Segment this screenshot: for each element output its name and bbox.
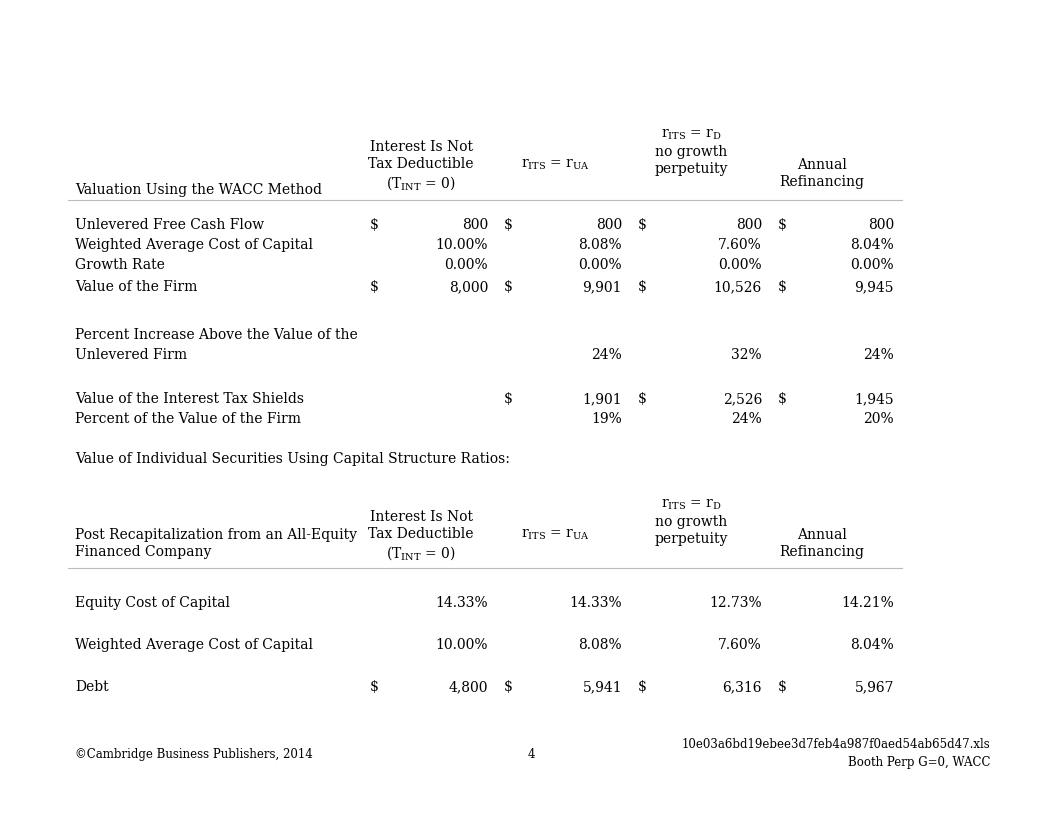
Text: 10,526: 10,526 bbox=[714, 280, 763, 294]
Text: 800: 800 bbox=[596, 218, 622, 232]
Text: 0.00%: 0.00% bbox=[851, 258, 894, 272]
Text: 12.73%: 12.73% bbox=[709, 596, 763, 610]
Text: Annual: Annual bbox=[798, 158, 846, 172]
Text: Percent of the Value of the Firm: Percent of the Value of the Firm bbox=[75, 412, 301, 426]
Text: r$_{\mathregular{ITS}}$ = r$_{\mathregular{UA}}$: r$_{\mathregular{ITS}}$ = r$_{\mathregul… bbox=[520, 158, 589, 173]
Text: 6,316: 6,316 bbox=[722, 680, 763, 694]
Text: 1,901: 1,901 bbox=[582, 392, 622, 406]
Text: 800: 800 bbox=[462, 218, 489, 232]
Text: Value of Individual Securities Using Capital Structure Ratios:: Value of Individual Securities Using Cap… bbox=[75, 452, 510, 466]
Text: 20%: 20% bbox=[863, 412, 894, 426]
Text: 14.33%: 14.33% bbox=[435, 596, 489, 610]
Text: Value of the Interest Tax Shields: Value of the Interest Tax Shields bbox=[75, 392, 304, 406]
Text: 7.60%: 7.60% bbox=[718, 238, 763, 252]
Text: 9,901: 9,901 bbox=[582, 280, 622, 294]
Text: $: $ bbox=[504, 280, 513, 294]
Text: Tax Deductible: Tax Deductible bbox=[369, 527, 474, 541]
Text: 24%: 24% bbox=[592, 348, 622, 362]
Text: 800: 800 bbox=[736, 218, 763, 232]
Text: 5,967: 5,967 bbox=[855, 680, 894, 694]
Text: $: $ bbox=[504, 392, 513, 406]
Text: 10.00%: 10.00% bbox=[435, 238, 489, 252]
Text: 10e03a6bd19ebee3d7feb4a987f0aed54ab65d47.xls: 10e03a6bd19ebee3d7feb4a987f0aed54ab65d47… bbox=[681, 738, 990, 751]
Text: Value of the Firm: Value of the Firm bbox=[75, 280, 198, 294]
Text: Valuation Using the WACC Method: Valuation Using the WACC Method bbox=[75, 183, 322, 197]
Text: $: $ bbox=[638, 218, 647, 232]
Text: 8.04%: 8.04% bbox=[851, 638, 894, 652]
Text: Percent Increase Above the Value of the: Percent Increase Above the Value of the bbox=[75, 328, 358, 342]
Text: 800: 800 bbox=[868, 218, 894, 232]
Text: 14.33%: 14.33% bbox=[569, 596, 622, 610]
Text: 7.60%: 7.60% bbox=[718, 638, 763, 652]
Text: Unlevered Firm: Unlevered Firm bbox=[75, 348, 187, 362]
Text: $: $ bbox=[778, 218, 787, 232]
Text: 8.08%: 8.08% bbox=[579, 238, 622, 252]
Text: 2,526: 2,526 bbox=[722, 392, 763, 406]
Text: r$_{\mathregular{ITS}}$ = r$_{\mathregular{D}}$: r$_{\mathregular{ITS}}$ = r$_{\mathregul… bbox=[661, 498, 721, 512]
Text: Interest Is Not: Interest Is Not bbox=[370, 140, 473, 154]
Text: Debt: Debt bbox=[75, 680, 108, 694]
Text: no growth: no growth bbox=[655, 515, 727, 529]
Text: $: $ bbox=[370, 218, 379, 232]
Text: 5,941: 5,941 bbox=[582, 680, 622, 694]
Text: 4: 4 bbox=[527, 748, 535, 761]
Text: Post Recapitalization from an All-Equity: Post Recapitalization from an All-Equity bbox=[75, 528, 357, 542]
Text: 0.00%: 0.00% bbox=[718, 258, 763, 272]
Text: 0.00%: 0.00% bbox=[444, 258, 489, 272]
Text: r$_{\mathregular{ITS}}$ = r$_{\mathregular{UA}}$: r$_{\mathregular{ITS}}$ = r$_{\mathregul… bbox=[520, 528, 589, 543]
Text: 10.00%: 10.00% bbox=[435, 638, 489, 652]
Text: 8.08%: 8.08% bbox=[579, 638, 622, 652]
Text: r$_{\mathregular{ITS}}$ = r$_{\mathregular{D}}$: r$_{\mathregular{ITS}}$ = r$_{\mathregul… bbox=[661, 128, 721, 142]
Text: no growth: no growth bbox=[655, 145, 727, 159]
Text: 8,000: 8,000 bbox=[448, 280, 489, 294]
Text: $: $ bbox=[778, 280, 787, 294]
Text: Weighted Average Cost of Capital: Weighted Average Cost of Capital bbox=[75, 638, 313, 652]
Text: 1,945: 1,945 bbox=[854, 392, 894, 406]
Text: Financed Company: Financed Company bbox=[75, 545, 211, 559]
Text: 19%: 19% bbox=[592, 412, 622, 426]
Text: Unlevered Free Cash Flow: Unlevered Free Cash Flow bbox=[75, 218, 264, 232]
Text: (T$_{\mathregular{INT}}$ = 0): (T$_{\mathregular{INT}}$ = 0) bbox=[387, 544, 456, 561]
Text: Annual: Annual bbox=[798, 528, 846, 542]
Text: 9,945: 9,945 bbox=[855, 280, 894, 294]
Text: $: $ bbox=[504, 680, 513, 694]
Text: 4,800: 4,800 bbox=[448, 680, 489, 694]
Text: 24%: 24% bbox=[863, 348, 894, 362]
Text: Tax Deductible: Tax Deductible bbox=[369, 157, 474, 171]
Text: Booth Perp G=0, WACC: Booth Perp G=0, WACC bbox=[847, 756, 990, 769]
Text: 24%: 24% bbox=[732, 412, 763, 426]
Text: perpetuity: perpetuity bbox=[654, 162, 727, 176]
Text: Weighted Average Cost of Capital: Weighted Average Cost of Capital bbox=[75, 238, 313, 252]
Text: ©Cambridge Business Publishers, 2014: ©Cambridge Business Publishers, 2014 bbox=[75, 748, 312, 761]
Text: 14.21%: 14.21% bbox=[841, 596, 894, 610]
Text: $: $ bbox=[370, 280, 379, 294]
Text: $: $ bbox=[638, 392, 647, 406]
Text: (T$_{\mathregular{INT}}$ = 0): (T$_{\mathregular{INT}}$ = 0) bbox=[387, 174, 456, 192]
Text: Equity Cost of Capital: Equity Cost of Capital bbox=[75, 596, 230, 610]
Text: 32%: 32% bbox=[732, 348, 763, 362]
Text: $: $ bbox=[638, 680, 647, 694]
Text: 0.00%: 0.00% bbox=[579, 258, 622, 272]
Text: Growth Rate: Growth Rate bbox=[75, 258, 165, 272]
Text: $: $ bbox=[638, 280, 647, 294]
Text: 8.04%: 8.04% bbox=[851, 238, 894, 252]
Text: Refinancing: Refinancing bbox=[780, 175, 864, 189]
Text: Interest Is Not: Interest Is Not bbox=[370, 510, 473, 524]
Text: $: $ bbox=[504, 218, 513, 232]
Text: Refinancing: Refinancing bbox=[780, 545, 864, 559]
Text: $: $ bbox=[778, 680, 787, 694]
Text: perpetuity: perpetuity bbox=[654, 532, 727, 546]
Text: $: $ bbox=[778, 392, 787, 406]
Text: $: $ bbox=[370, 680, 379, 694]
